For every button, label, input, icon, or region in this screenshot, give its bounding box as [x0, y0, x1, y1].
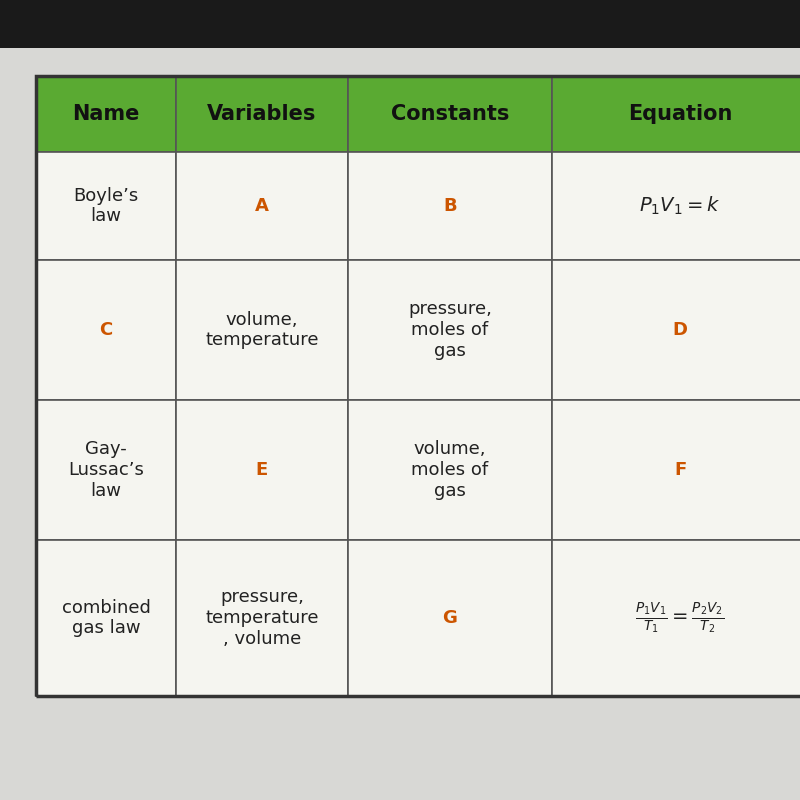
Bar [348, 400, 552, 540]
Text: $\frac{P_1V_1}{T_1} = \frac{P_2V_2}{T_2}$: $\frac{P_1V_1}{T_1} = \frac{P_2V_2}{T_2}… [635, 601, 725, 635]
Text: Boyle’s
law: Boyle’s law [74, 186, 138, 226]
Text: Gay-
Lussac’s
law: Gay- Lussac’s law [68, 440, 144, 500]
Text: G: G [442, 609, 458, 627]
Bar [0, 0, 800, 48]
Text: combined
gas law: combined gas law [62, 598, 150, 638]
Bar [348, 260, 552, 400]
Text: Name: Name [72, 104, 140, 124]
Bar [176, 260, 348, 400]
Bar [552, 400, 800, 540]
Bar [36, 76, 176, 152]
Text: Variables: Variables [207, 104, 317, 124]
Bar [552, 540, 800, 696]
Bar [348, 152, 552, 260]
Text: $P_1V_1 = k$: $P_1V_1 = k$ [639, 195, 721, 217]
Bar [176, 540, 348, 696]
Bar [348, 76, 552, 152]
Bar [176, 76, 348, 152]
Bar [36, 260, 176, 400]
Bar [348, 540, 552, 696]
Text: volume,
moles of
gas: volume, moles of gas [411, 440, 489, 500]
Bar [36, 76, 800, 696]
Bar [552, 152, 800, 260]
Text: pressure,
temperature
, volume: pressure, temperature , volume [206, 588, 318, 648]
Bar [176, 152, 348, 260]
Text: D: D [673, 321, 687, 339]
Bar [36, 400, 176, 540]
Bar [552, 76, 800, 152]
Text: pressure,
moles of
gas: pressure, moles of gas [408, 300, 492, 360]
Bar [36, 540, 176, 696]
Text: volume,
temperature: volume, temperature [206, 310, 318, 350]
Text: E: E [256, 461, 268, 479]
Text: F: F [674, 461, 686, 479]
Text: Constants: Constants [391, 104, 509, 124]
Bar [36, 152, 176, 260]
Text: C: C [99, 321, 113, 339]
Text: Equation: Equation [628, 104, 732, 124]
Text: A: A [255, 197, 269, 215]
Bar [552, 260, 800, 400]
Text: B: B [443, 197, 457, 215]
Bar [176, 400, 348, 540]
